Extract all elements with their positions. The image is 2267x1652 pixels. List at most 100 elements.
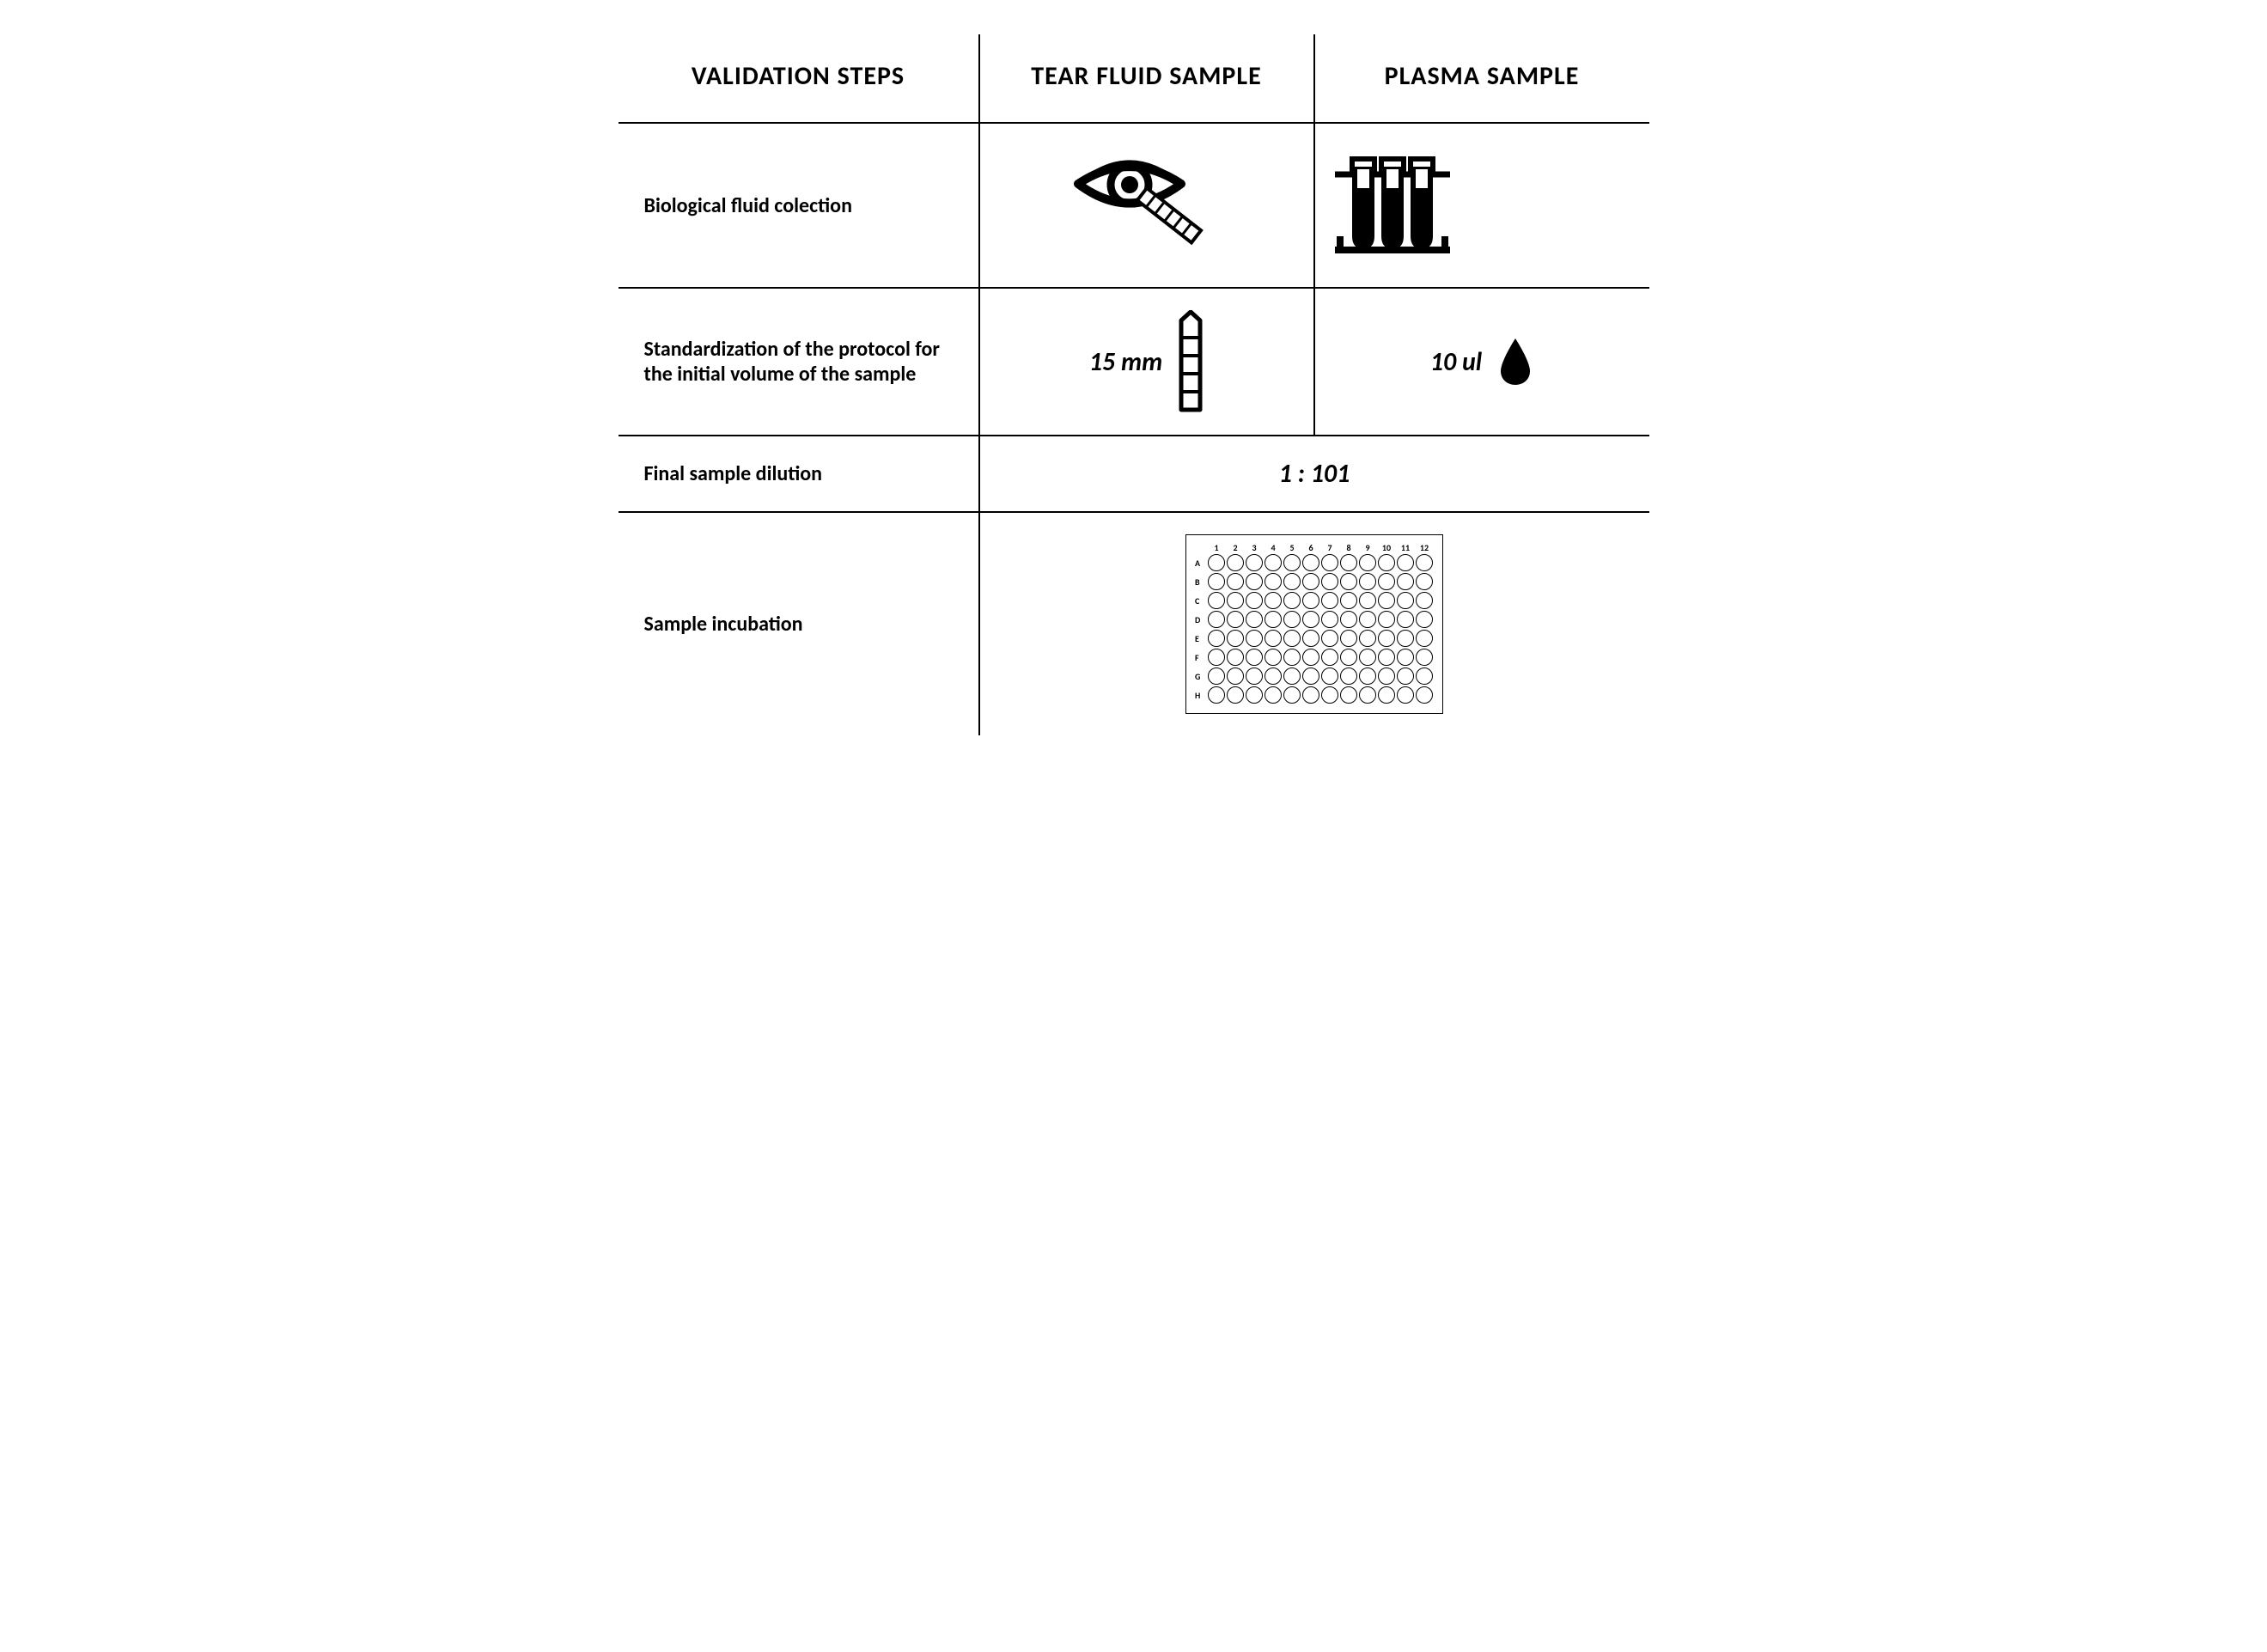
plate-row: E <box>1195 629 1434 648</box>
cell-plasma-collection <box>1314 123 1649 288</box>
plate-well <box>1265 649 1282 666</box>
plate-well <box>1208 573 1225 590</box>
plate-well <box>1265 592 1282 609</box>
plate-well <box>1283 649 1301 666</box>
test-tube-rack-icon <box>1328 154 1636 257</box>
plate-row-label: H <box>1195 690 1207 701</box>
droplet-icon <box>1497 337 1533 387</box>
plate-well <box>1227 668 1244 685</box>
plate-row: A <box>1195 553 1434 572</box>
header-plasma: PLASMA SAMPLE <box>1314 34 1649 123</box>
plate-well <box>1416 630 1433 647</box>
plate-col-label: 10 <box>1377 542 1396 553</box>
plate-well <box>1378 573 1395 590</box>
plate-well <box>1340 611 1357 628</box>
plate-well <box>1321 686 1338 704</box>
plate-row-label: E <box>1195 633 1207 644</box>
plate-col-label: 8 <box>1339 542 1358 553</box>
table-row: Biological fluid colection <box>619 123 1649 288</box>
plate-well <box>1321 592 1338 609</box>
plate-well <box>1302 668 1319 685</box>
tear-volume-value: 15 mm <box>1089 346 1162 378</box>
plate-well <box>1378 649 1395 666</box>
plate-well <box>1227 554 1244 571</box>
eye-strip-icon <box>1065 145 1228 261</box>
plate-well <box>1397 649 1414 666</box>
cell-tear-collection <box>979 123 1314 288</box>
plate-well <box>1416 592 1433 609</box>
well-plate-icon: 123456789101112 ABCDEFGH <box>1185 534 1443 714</box>
plate-col-label: 3 <box>1245 542 1264 553</box>
plate-row: F <box>1195 648 1434 667</box>
plate-well <box>1227 649 1244 666</box>
plate-well <box>1265 630 1282 647</box>
plate-well <box>1378 554 1395 571</box>
plate-row: G <box>1195 667 1434 686</box>
plate-well <box>1359 573 1376 590</box>
header-validation-steps: VALIDATION STEPS <box>619 34 979 123</box>
plate-row: H <box>1195 686 1434 704</box>
plate-row-label: D <box>1195 614 1207 625</box>
plate-row: B <box>1195 572 1434 591</box>
plate-well <box>1416 668 1433 685</box>
plate-well <box>1208 592 1225 609</box>
plate-well <box>1246 592 1263 609</box>
plate-well <box>1208 649 1225 666</box>
plate-well <box>1416 686 1433 704</box>
plate-col-label: 1 <box>1207 542 1226 553</box>
plate-well <box>1227 611 1244 628</box>
plate-row-label: F <box>1195 652 1207 663</box>
row-label-standardization: Standardization of the protocol for the … <box>619 288 979 436</box>
plate-col-label: 6 <box>1301 542 1320 553</box>
plate-col-label: 9 <box>1358 542 1377 553</box>
cell-incubation: 123456789101112 ABCDEFGH <box>979 512 1649 735</box>
table-row: Final sample dilution 1 : 101 <box>619 436 1649 512</box>
plate-well <box>1340 649 1357 666</box>
plate-well <box>1208 686 1225 704</box>
plate-well <box>1246 611 1263 628</box>
plate-row-label: G <box>1195 671 1207 682</box>
plate-well <box>1227 573 1244 590</box>
plate-col-label: 2 <box>1226 542 1245 553</box>
row-label-incubation: Sample incubation <box>619 512 979 735</box>
table-row: Standardization of the protocol for the … <box>619 288 1649 436</box>
row-label-dilution: Final sample dilution <box>619 436 979 512</box>
plate-col-label: 7 <box>1320 542 1339 553</box>
plate-well <box>1283 554 1301 571</box>
plasma-volume-value: 10 ul <box>1430 346 1482 378</box>
plate-well <box>1416 649 1433 666</box>
plate-well <box>1378 592 1395 609</box>
plate-well <box>1397 686 1414 704</box>
plate-well <box>1397 554 1414 571</box>
plate-col-label: 4 <box>1264 542 1283 553</box>
plate-well <box>1378 611 1395 628</box>
plate-body: ABCDEFGH <box>1195 553 1434 704</box>
dilution-ratio: 1 : 101 <box>1279 458 1350 490</box>
plate-well <box>1378 630 1395 647</box>
plate-well <box>1359 686 1376 704</box>
cell-tear-standardization: 15 mm <box>979 288 1314 436</box>
plate-well <box>1321 573 1338 590</box>
plate-well <box>1283 668 1301 685</box>
header-tear-fluid: TEAR FLUID SAMPLE <box>979 34 1314 123</box>
table-row: Sample incubation 123456789101112 ABCDEF… <box>619 512 1649 735</box>
plate-well <box>1321 630 1338 647</box>
plate-well <box>1340 686 1357 704</box>
plate-well <box>1302 554 1319 571</box>
plate-col-label: 12 <box>1415 542 1434 553</box>
plate-well <box>1416 554 1433 571</box>
plate-well <box>1397 611 1414 628</box>
plate-well <box>1246 668 1263 685</box>
plate-well <box>1397 573 1414 590</box>
plate-well <box>1208 554 1225 571</box>
plate-well <box>1321 668 1338 685</box>
plate-well <box>1340 554 1357 571</box>
plate-well <box>1246 573 1263 590</box>
plate-well <box>1227 630 1244 647</box>
row-label-collection: Biological fluid colection <box>619 123 979 288</box>
plate-col-label: 5 <box>1283 542 1301 553</box>
cell-plasma-standardization: 10 ul <box>1314 288 1649 436</box>
plate-well <box>1302 630 1319 647</box>
plate-well <box>1227 686 1244 704</box>
plate-well <box>1265 668 1282 685</box>
